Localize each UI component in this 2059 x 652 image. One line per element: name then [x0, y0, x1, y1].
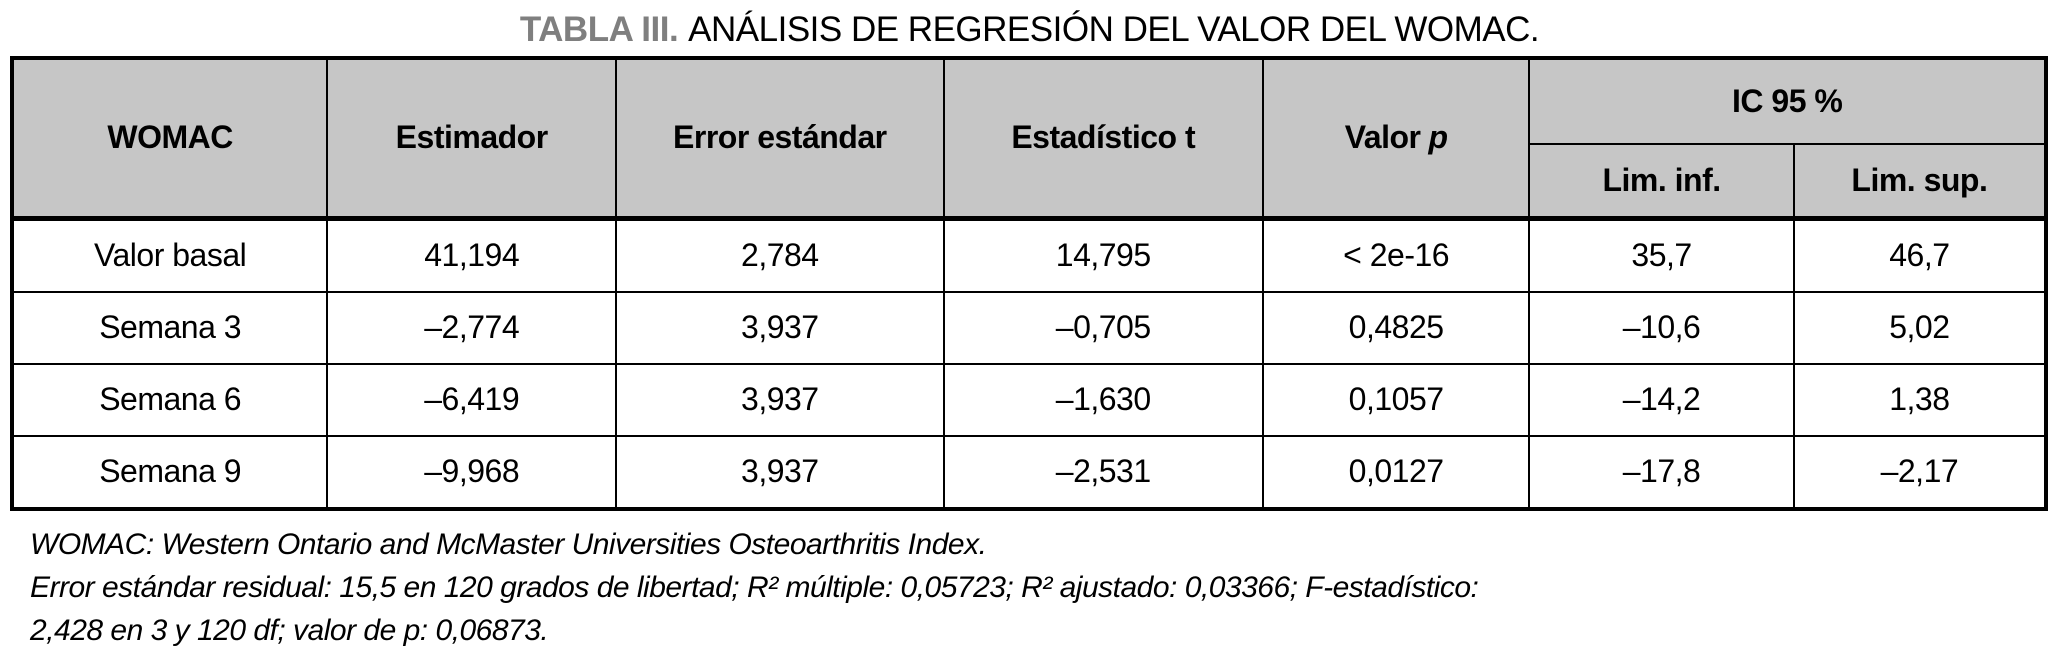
cell-error-estandar: 3,937 [615, 434, 945, 510]
cell-lim-inf: –14,2 [1528, 362, 1795, 437]
cell-estadistico-t: 14,795 [942, 215, 1264, 293]
header-valor-p: Valor p [1261, 57, 1531, 219]
header-error-estandar: Error estándar [615, 57, 945, 219]
cell-error-estandar: 3,937 [615, 362, 945, 437]
cell-lim-inf: –10,6 [1528, 290, 1795, 365]
header-row-sub: Lim. inf. Lim. sup. [12, 143, 2048, 219]
cell-valor-p: 0,0127 [1261, 434, 1531, 510]
cell-estimador: –9,968 [326, 434, 618, 510]
cell-label: Semana 6 [10, 362, 329, 437]
header-row-top: WOMAC Estimador Error estándar Estadísti… [10, 57, 2047, 219]
cell-estimador: 41,194 [326, 215, 618, 293]
footnote-line: WOMAC: Western Ontario and McMaster Univ… [30, 527, 987, 561]
cell-estimador: –2,774 [326, 290, 618, 365]
cell-error-estandar: 2,784 [615, 215, 945, 293]
header-ic95-group: IC 95 % [1528, 57, 2047, 145]
cell-lim-inf: 35,7 [1528, 215, 1795, 293]
table-header: WOMAC Estimador Error estándar Estadísti… [10, 57, 2048, 219]
table-body: Valor basal 41,194 2,784 14,795 < 2e-16 … [10, 215, 2048, 510]
table-row: Valor basal 41,194 2,784 14,795 < 2e-16 … [10, 215, 2048, 293]
footnote-line: 2,428 en 3 y 120 df; valor de p: 0,06873… [30, 613, 549, 647]
header-valor-p-prefix: Valor [1344, 119, 1421, 156]
cell-estimador: –6,419 [326, 362, 618, 437]
cell-estadistico-t: –0,705 [942, 290, 1264, 365]
table-row: Semana 6 –6,419 3,937 –1,630 0,1057 –14,… [10, 362, 2048, 437]
cell-label: Valor basal [10, 215, 329, 293]
header-estimador: Estimador [326, 57, 618, 219]
cell-lim-sup: 1,38 [1792, 362, 2048, 437]
table-title-text: ANÁLISIS DE REGRESIÓN DEL VALOR DEL WOMA… [688, 10, 1540, 49]
footnote-line: Error estándar residual: 15,5 en 120 gra… [30, 570, 1479, 604]
cell-lim-sup: –2,17 [1792, 434, 2048, 510]
cell-label: Semana 3 [10, 290, 329, 365]
table-title: TABLA III. ANÁLISIS DE REGRESIÓN DEL VALO… [0, 0, 2059, 50]
cell-valor-p: 0,1057 [1261, 362, 1531, 437]
header-valor-p-symbol: p [1428, 119, 1448, 156]
header-lim-sup: Lim. sup. [1792, 143, 2048, 219]
cell-estadistico-t: –2,531 [942, 434, 1264, 510]
cell-lim-sup: 46,7 [1792, 215, 2048, 293]
table-title-tag: TABLA III. [519, 10, 679, 49]
table-row: Semana 9 –9,968 3,937 –2,531 0,0127 –17,… [10, 434, 2048, 510]
cell-label: Semana 9 [10, 434, 329, 510]
header-lim-inf: Lim. inf. [1528, 143, 1795, 219]
table-row: Semana 3 –2,774 3,937 –0,705 0,4825 –10,… [10, 290, 2048, 365]
cell-valor-p: < 2e-16 [1261, 215, 1531, 293]
cell-lim-inf: –17,8 [1528, 434, 1795, 510]
footnotes: WOMAC: Western Ontario and McMaster Univ… [30, 523, 2059, 652]
cell-valor-p: 0,4825 [1261, 290, 1531, 365]
cell-estadistico-t: –1,630 [942, 362, 1264, 437]
header-estadistico-t: Estadístico t [942, 57, 1264, 219]
header-womac: WOMAC [10, 57, 329, 219]
regression-table: WOMAC Estimador Error estándar Estadísti… [10, 56, 2048, 511]
cell-lim-sup: 5,02 [1792, 290, 2048, 365]
cell-error-estandar: 3,937 [615, 290, 945, 365]
